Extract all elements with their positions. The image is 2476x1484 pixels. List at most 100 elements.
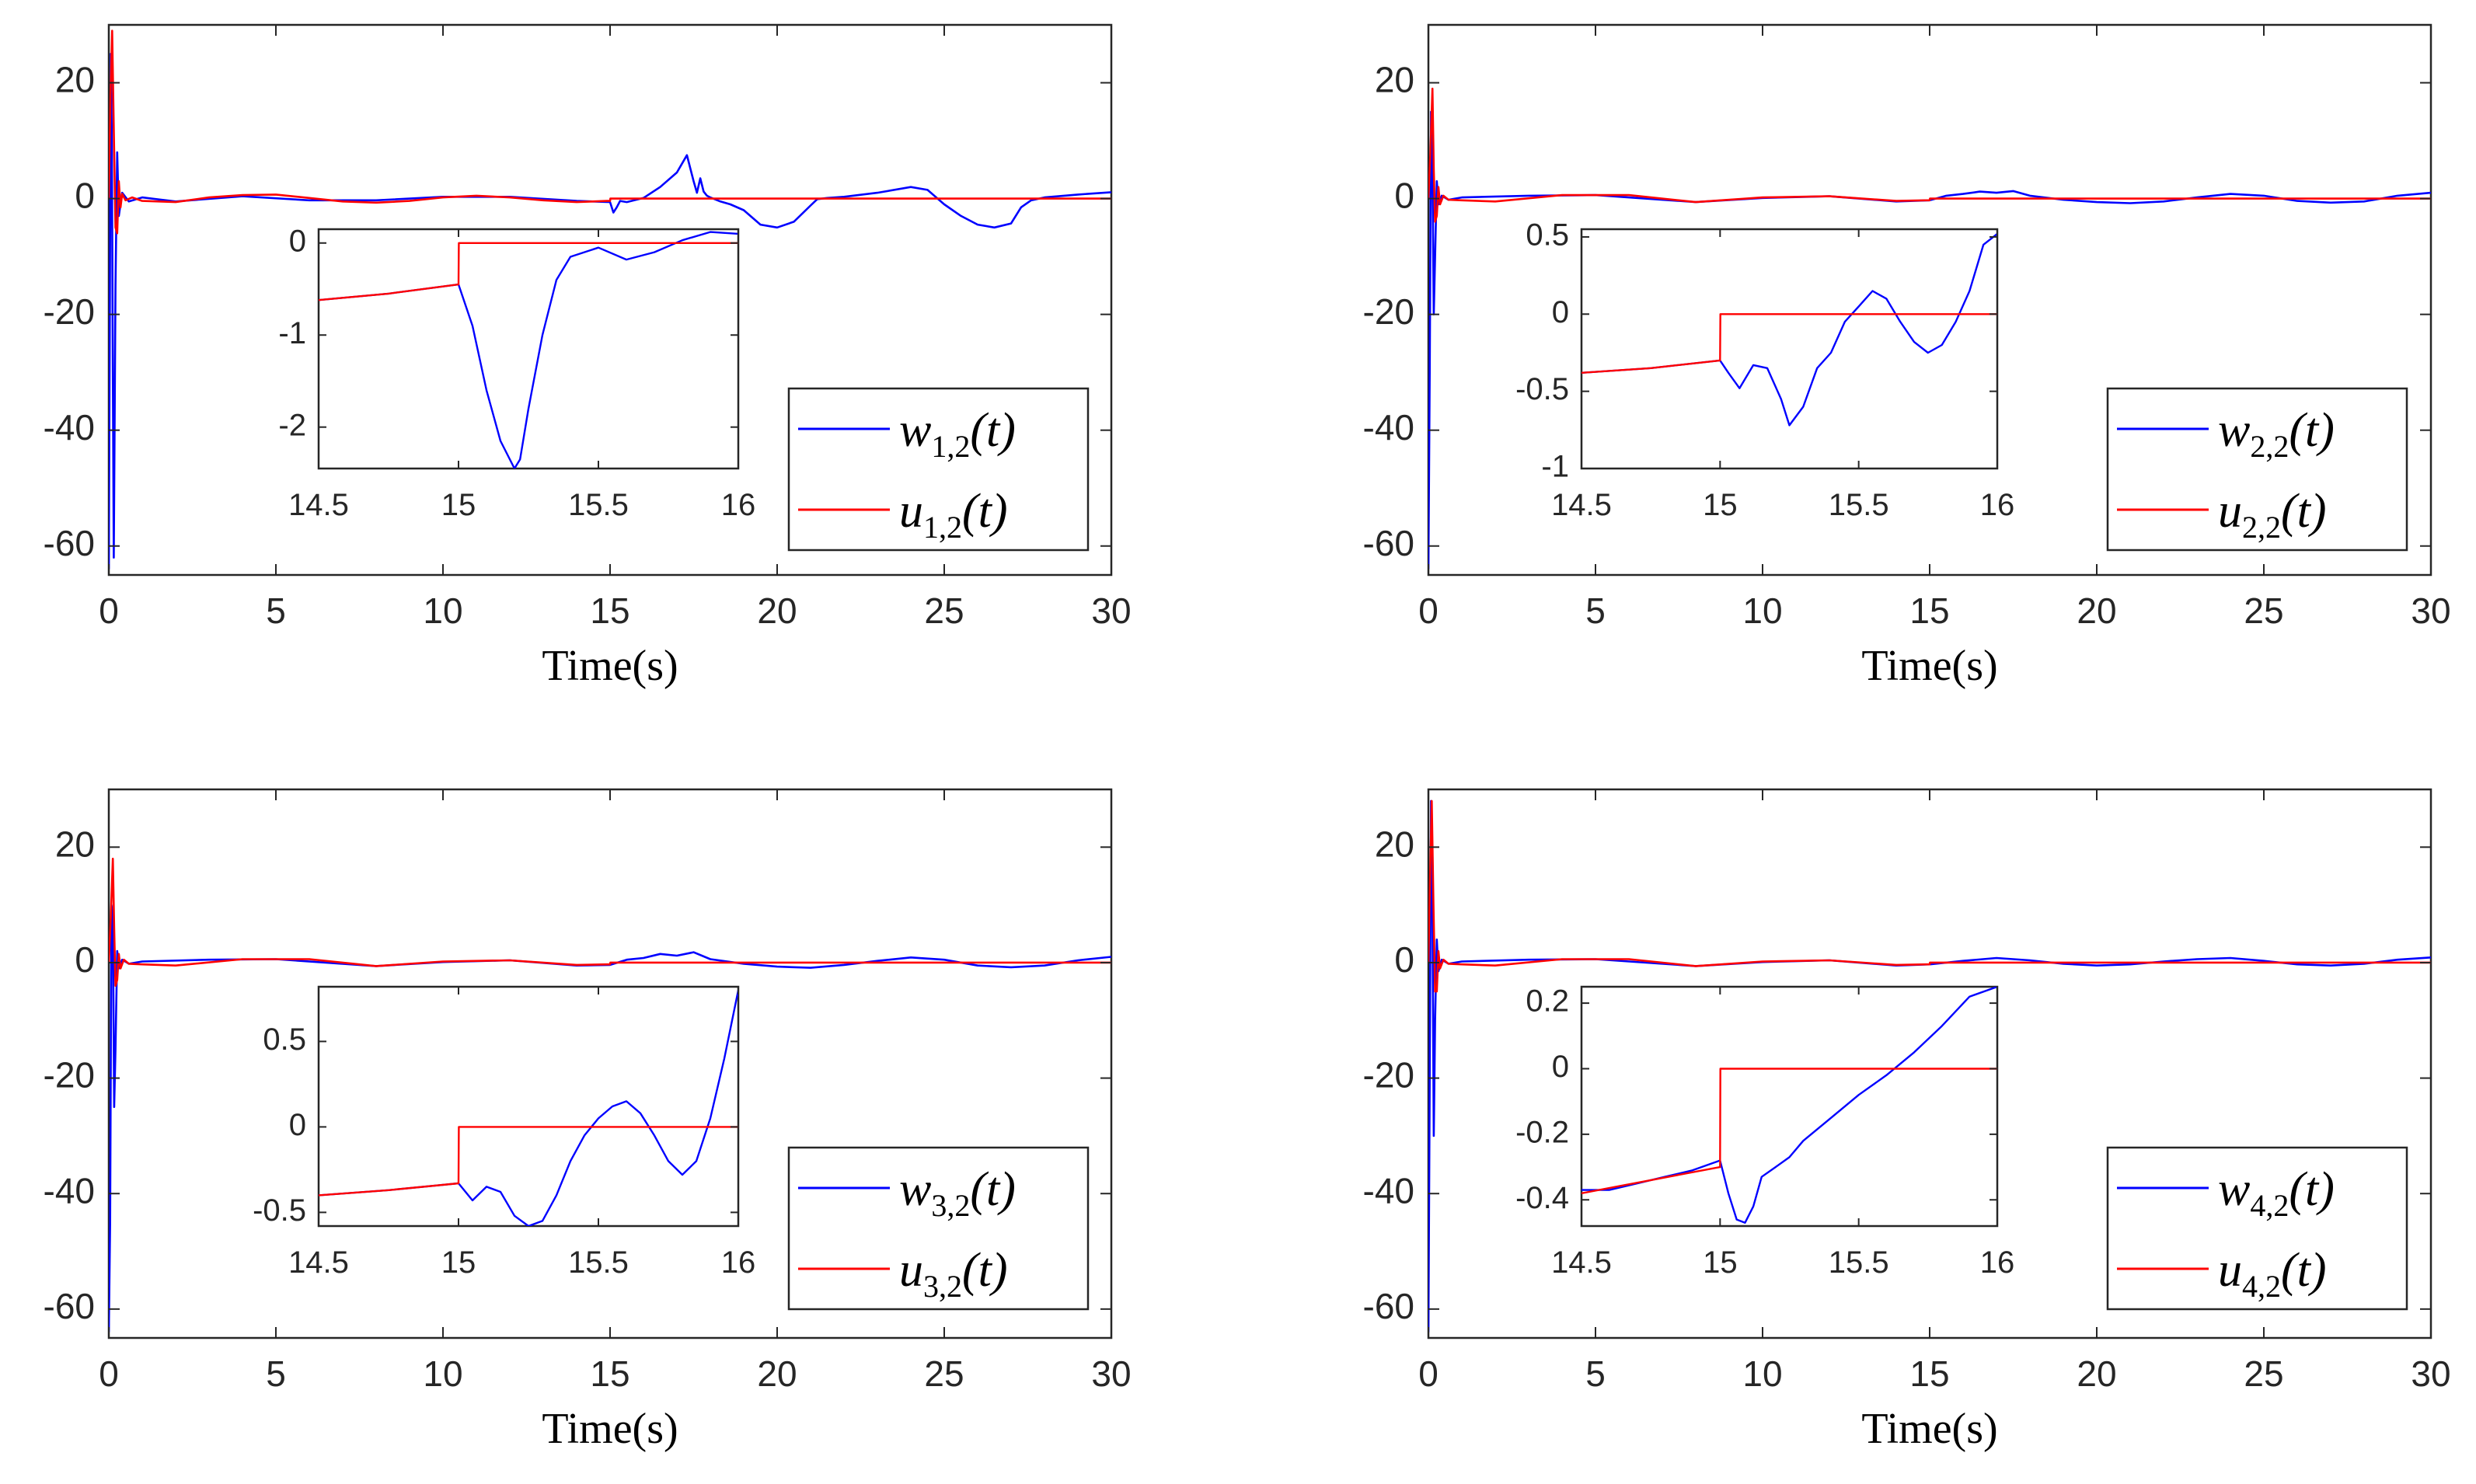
p1-legend-box [787, 387, 1090, 552]
p1-xtick-label: 20 [757, 590, 797, 631]
p1-xtick-label: 0 [99, 590, 119, 631]
p3-xtick-label: 25 [924, 1353, 964, 1394]
p1-series-u12t [109, 30, 1111, 235]
p4-ytick-label: 0 [1394, 939, 1414, 980]
p3-legend-arg-u: (t) [962, 1244, 1008, 1297]
p4-xtick-label: 0 [1418, 1353, 1439, 1394]
p3-legend-base-u: u [899, 1244, 923, 1297]
p3-xtick-label: 5 [266, 1353, 286, 1394]
p2-series-u22t [1428, 87, 2431, 223]
p2-inset-xtick-label: 15 [1703, 488, 1738, 522]
p1-inset: 14.5 15 15.5 16 0 -1 -2 [278, 224, 755, 522]
p4-inset-series-w42t [1582, 987, 1997, 1224]
p2-ytick-label: 0 [1394, 176, 1414, 216]
p3-inset-xtick-label: 15.5 [568, 1245, 629, 1280]
p2-legend-sub-u: 2,2 [2242, 510, 2281, 545]
p2-legend-base-u: u [2218, 485, 2242, 538]
p3-inset-ytick-label: 0.5 [263, 1022, 306, 1057]
p2-inset-series-u22t [1582, 313, 1997, 374]
p4-inset: 14.5 15 15.5 16 0.2 0 -0.2 -0.4 [1515, 984, 2014, 1280]
p2-inset-ytick-label: 0.5 [1526, 218, 1569, 252]
p3-xtick-label: 30 [1091, 1353, 1131, 1394]
p4-ytick-label: 20 [1375, 824, 1414, 864]
p3-xlabel: Time(s) [542, 1405, 678, 1453]
p1-legend-label-u: u1,2(t) [899, 485, 1008, 545]
p1-xtick-label: 25 [924, 590, 964, 631]
p1-inset-series-u12t [319, 242, 738, 301]
p2-legend: w2,2(t)u2,2(t) [2106, 387, 2408, 552]
p3-ytick-label: -40 [44, 1170, 95, 1211]
p3-legend-sub-u: 3,2 [923, 1269, 962, 1304]
p2-legend-box [2106, 387, 2408, 552]
p2-ytick-label: -40 [1363, 407, 1414, 448]
p2-xtick-label: 30 [2411, 590, 2450, 631]
subplot-p4: 0 5 10 15 20 25 30 20 0 -20 -40 -60 Time(s) 14.5 15 15.… [1363, 788, 2451, 1453]
p1-inset-xtick-label: 16 [721, 488, 756, 522]
subplot-p2: 0 5 10 15 20 25 30 20 0 -20 -40 -60 Time(s) 14.5 15 15.… [1363, 23, 2451, 690]
p3-legend-sub-w: 3,2 [931, 1188, 970, 1223]
p2-xtick-label: 5 [1585, 590, 1606, 631]
p1-inset-ytick-label: -1 [278, 316, 306, 350]
p4-xtick-label: 25 [2244, 1353, 2283, 1394]
p4-xtick-label: 15 [1909, 1353, 1949, 1394]
p1-inset-ytick-label: -2 [278, 408, 306, 442]
p3-ytick-label: -20 [44, 1055, 95, 1096]
p3-legend: w3,2(t)u3,2(t) [787, 1146, 1090, 1311]
p3-inset-xtick-label: 16 [721, 1245, 756, 1280]
p4-xtick-label: 20 [2077, 1353, 2116, 1394]
p1-inset-xtick-label: 15 [441, 488, 476, 522]
p2-inset-xtick-label: 15.5 [1829, 488, 1889, 522]
p1-legend-label-w: w1,2(t) [899, 404, 1016, 464]
p2-inset-ytick-label: -1 [1541, 450, 1569, 484]
p2-inset-series-w22t [1582, 233, 1997, 427]
p2-inset-axes-box [1580, 228, 1999, 470]
p3-xtick-label: 0 [99, 1353, 119, 1394]
p3-xtick-label: 10 [423, 1353, 462, 1394]
p4-legend-label-w: w4,2(t) [2218, 1163, 2335, 1223]
p4-inset-ytick-label: -0.2 [1515, 1115, 1569, 1149]
p3-inset: 14.5 15 15.5 16 0.5 0 -0.5 [253, 985, 756, 1280]
p3-legend-base-w: w [899, 1163, 931, 1216]
p1-legend-arg-w: (t) [970, 404, 1016, 457]
p2-legend-arg-u: (t) [2281, 485, 2327, 538]
p1-inset-ytick-label: 0 [289, 224, 306, 258]
p4-legend-arg-w: (t) [2289, 1163, 2335, 1216]
p4-inset-xtick-label: 15 [1703, 1245, 1738, 1280]
p4-xtick-label: 10 [1742, 1353, 1782, 1394]
p4-legend-label-u: u4,2(t) [2218, 1244, 2327, 1304]
p3-ytick-label: -60 [44, 1286, 95, 1326]
p3-legend-label-u: u3,2(t) [899, 1244, 1008, 1304]
p2-legend-base-w: w [2218, 404, 2250, 457]
p2-inset-xtick-label: 14.5 [1551, 488, 1612, 522]
p4-legend-arg-u: (t) [2281, 1244, 2327, 1297]
p1-legend-sub-u: 1,2 [923, 510, 962, 545]
p4-inset-xtick-label: 15.5 [1829, 1245, 1889, 1280]
p4-inset-ytick-label: -0.4 [1515, 1181, 1569, 1215]
p4-ytick-label: -40 [1363, 1170, 1414, 1211]
p2-xtick-label: 25 [2244, 590, 2283, 631]
p2-inset-ytick-label: 0 [1552, 295, 1569, 329]
p1-inset-xtick-label: 15.5 [568, 488, 629, 522]
p4-legend-sub-w: 4,2 [2250, 1188, 2289, 1223]
p2-xlabel: Time(s) [1861, 642, 1997, 690]
p1-legend-arg-u: (t) [962, 485, 1008, 538]
p3-xtick-label: 15 [590, 1353, 629, 1394]
p2-inset-ytick-label: -0.5 [1515, 372, 1569, 406]
subplot-p3: 0 5 10 15 20 25 30 20 0 -20 -40 -60 Time(s) 14.5 15 15.… [44, 788, 1132, 1453]
p2-xtick-label: 20 [2077, 590, 2116, 631]
p3-xtick-label: 20 [757, 1353, 797, 1394]
p3-inset-ytick-label: -0.5 [253, 1193, 306, 1228]
p4-inset-xtick-label: 16 [1980, 1245, 2015, 1280]
p3-legend-arg-w: (t) [970, 1163, 1016, 1216]
p4-xlabel: Time(s) [1861, 1405, 1997, 1453]
p1-ytick-label: 0 [75, 176, 95, 216]
p4-legend-sub-u: 4,2 [2242, 1269, 2281, 1304]
p1-xtick-label: 5 [266, 590, 286, 631]
p1-ytick-label: -60 [44, 523, 95, 563]
p1-legend-base-w: w [899, 404, 931, 457]
p2-xtick-label: 15 [1909, 590, 1949, 631]
p3-series-u32t [109, 857, 1111, 987]
